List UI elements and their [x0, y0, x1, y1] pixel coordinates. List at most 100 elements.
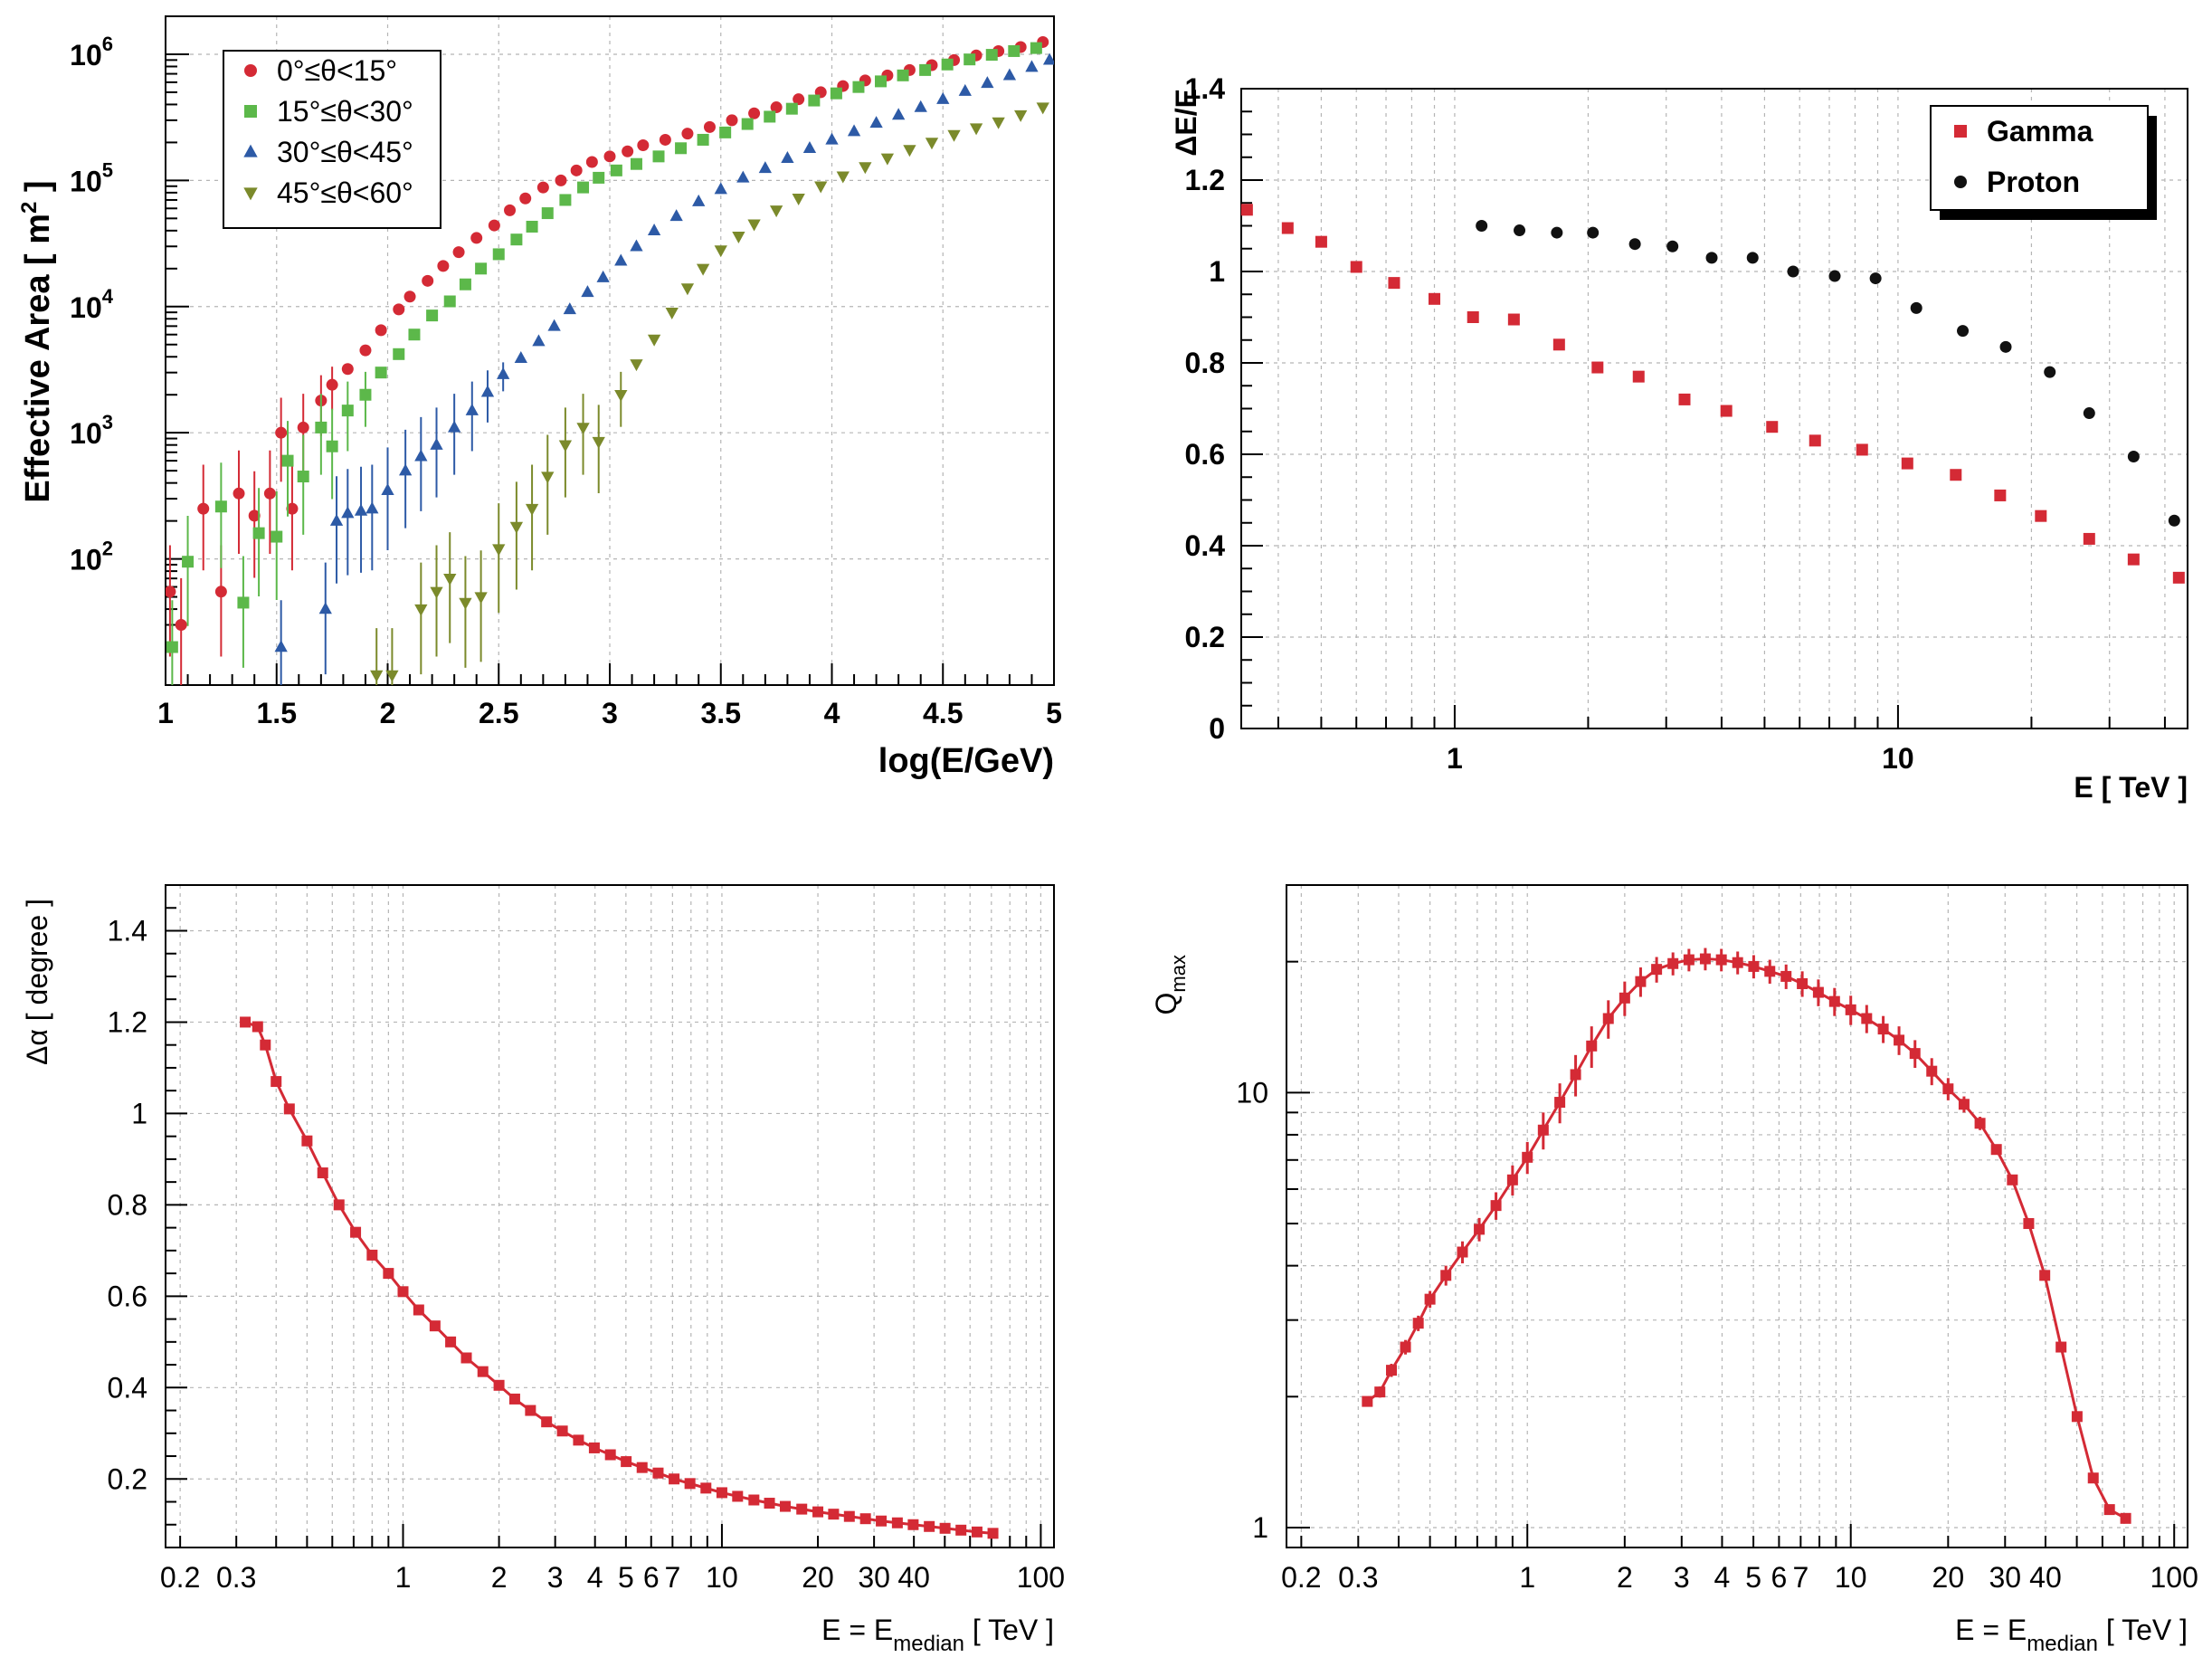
data-point — [732, 232, 745, 244]
data-point — [1877, 1024, 1889, 1035]
x-tick-label: 2.5 — [479, 697, 518, 729]
data-point — [785, 102, 798, 115]
data-point — [426, 309, 439, 322]
data-point — [1591, 361, 1604, 374]
data-point — [792, 194, 805, 206]
data-point — [852, 81, 865, 93]
data-point — [793, 93, 805, 106]
data-point — [647, 334, 661, 347]
data-point — [2039, 1270, 2051, 1281]
data-point — [329, 513, 344, 526]
data-point — [675, 142, 688, 155]
data-point — [747, 219, 761, 232]
data-point — [301, 1135, 313, 1147]
x-tick-label: 10 — [1882, 742, 1914, 775]
data-point — [1651, 964, 1663, 976]
x-tick-label: 3 — [602, 697, 618, 729]
data-point — [443, 573, 457, 586]
data-point — [585, 156, 598, 168]
data-point — [504, 204, 517, 216]
data-point — [1950, 469, 1962, 481]
x-tick-label: 4 — [1714, 1561, 1731, 1594]
x-axis-title: E = Emedian [ TeV ] — [821, 1614, 1054, 1656]
data-point — [383, 1268, 394, 1280]
x-tick-label: 4 — [587, 1561, 603, 1594]
data-point — [252, 527, 265, 539]
data-point — [764, 1498, 775, 1509]
data-point — [1926, 1065, 1938, 1077]
data-point — [452, 246, 465, 259]
legend-marker — [1954, 125, 1967, 138]
y-tick-label: 0.8 — [108, 1188, 147, 1221]
data-point — [541, 1416, 553, 1428]
data-point — [1362, 1395, 1373, 1407]
data-point — [1374, 1386, 1386, 1398]
data-point — [429, 1320, 441, 1332]
series-proton — [1476, 220, 2180, 527]
x-tick-label: 10 — [1835, 1561, 1867, 1594]
data-point — [703, 120, 716, 133]
data-point — [1507, 313, 1520, 326]
y-tick-label: 103 — [70, 411, 113, 450]
data-point — [1522, 1151, 1533, 1163]
x-tick-label: 100 — [1017, 1561, 1065, 1594]
data-point — [2172, 571, 2185, 584]
data-point — [281, 454, 294, 467]
series-2 — [166, 42, 1042, 685]
data-point — [914, 100, 927, 112]
data-point — [297, 471, 309, 483]
data-point — [414, 449, 428, 462]
data-point — [1990, 1144, 2002, 1156]
x-tick-label: 0.3 — [1338, 1561, 1378, 1594]
data-point — [1350, 261, 1362, 273]
data-point — [939, 1522, 951, 1534]
data-point — [556, 1425, 568, 1437]
data-point — [1909, 1048, 1921, 1060]
data-point — [880, 153, 895, 166]
data-point — [459, 597, 472, 610]
data-point — [430, 437, 443, 450]
data-point — [459, 278, 471, 290]
data-point — [2071, 1411, 2083, 1423]
data-point — [964, 53, 976, 66]
data-point — [1999, 340, 2012, 353]
data-point — [1386, 1365, 1398, 1376]
data-point — [875, 75, 888, 88]
data-point — [758, 161, 772, 174]
x-tick-label: 1 — [395, 1561, 412, 1594]
data-point — [1429, 292, 1441, 305]
data-point — [413, 1304, 424, 1316]
data-point — [526, 220, 538, 233]
data-point — [2168, 514, 2180, 527]
data-point — [341, 405, 354, 417]
data-point — [1894, 1034, 1905, 1046]
x-tick-label: 7 — [1792, 1561, 1809, 1594]
data-point — [1457, 1246, 1468, 1258]
data-point — [614, 253, 628, 266]
data-point — [1861, 1013, 1873, 1024]
data-point — [1467, 311, 1479, 323]
data-point — [659, 133, 671, 146]
data-point — [736, 170, 750, 183]
y-axis-title: Δα [ degree ] — [21, 899, 53, 1065]
data-point — [576, 423, 590, 435]
data-point — [1828, 270, 1841, 282]
data-point — [240, 1016, 252, 1028]
data-point — [692, 194, 706, 206]
data-point — [941, 58, 954, 71]
x-tick-label: 1 — [157, 697, 174, 729]
data-point — [519, 192, 532, 205]
data-point — [830, 87, 842, 100]
panel-effective-area: 1 1.5 2 2.5 3 3.5 4 4.5 5 102 103 104 105 106 log(E/Ge… — [17, 15, 1062, 780]
data-point — [1828, 995, 1840, 1007]
y-tick-label: 0.4 — [108, 1371, 147, 1404]
data-point — [828, 1509, 840, 1520]
data-point — [630, 359, 643, 372]
data-point — [493, 1379, 505, 1391]
y-tick-label: 0 — [1209, 712, 1225, 745]
data-point — [681, 128, 694, 140]
x-tick-label: 0.3 — [216, 1561, 256, 1594]
data-point — [248, 509, 261, 522]
data-point — [2044, 366, 2056, 378]
